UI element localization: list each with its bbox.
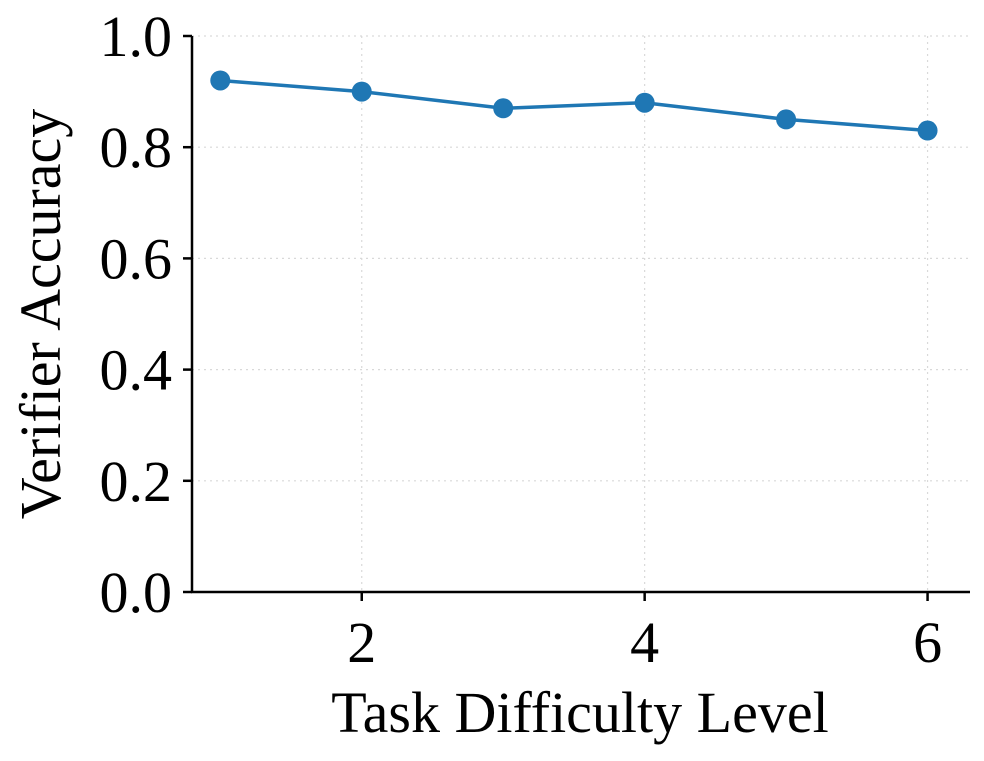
series-layer [210, 70, 938, 141]
data-point [917, 120, 938, 141]
y-tick-label: 0.6 [100, 226, 173, 291]
axes [190, 36, 970, 594]
y-tick-label: 0.2 [100, 449, 173, 514]
data-point [493, 98, 514, 119]
x-tick-label: 6 [913, 610, 942, 675]
x-axis-label: Task Difficulty Level [331, 680, 828, 745]
y-tick-label: 0.4 [100, 338, 173, 403]
data-point [634, 92, 655, 113]
y-tick-label: 0.0 [100, 560, 173, 625]
y-axis-label: Verifier Accuracy [8, 109, 73, 520]
data-point [210, 70, 231, 91]
series-line-0 [220, 78, 928, 133]
x-tick-label: 2 [347, 610, 376, 675]
x-tick-label: 4 [630, 610, 659, 675]
y-tick-label: 0.8 [100, 115, 173, 180]
data-point [776, 109, 797, 130]
ticks: 0.0 0.2 0.4 0.6 0.8 1.0 2 4 6 [100, 4, 943, 675]
y-tick-label: 1.0 [100, 4, 173, 69]
grid [192, 35, 970, 593]
data-point [351, 81, 372, 102]
